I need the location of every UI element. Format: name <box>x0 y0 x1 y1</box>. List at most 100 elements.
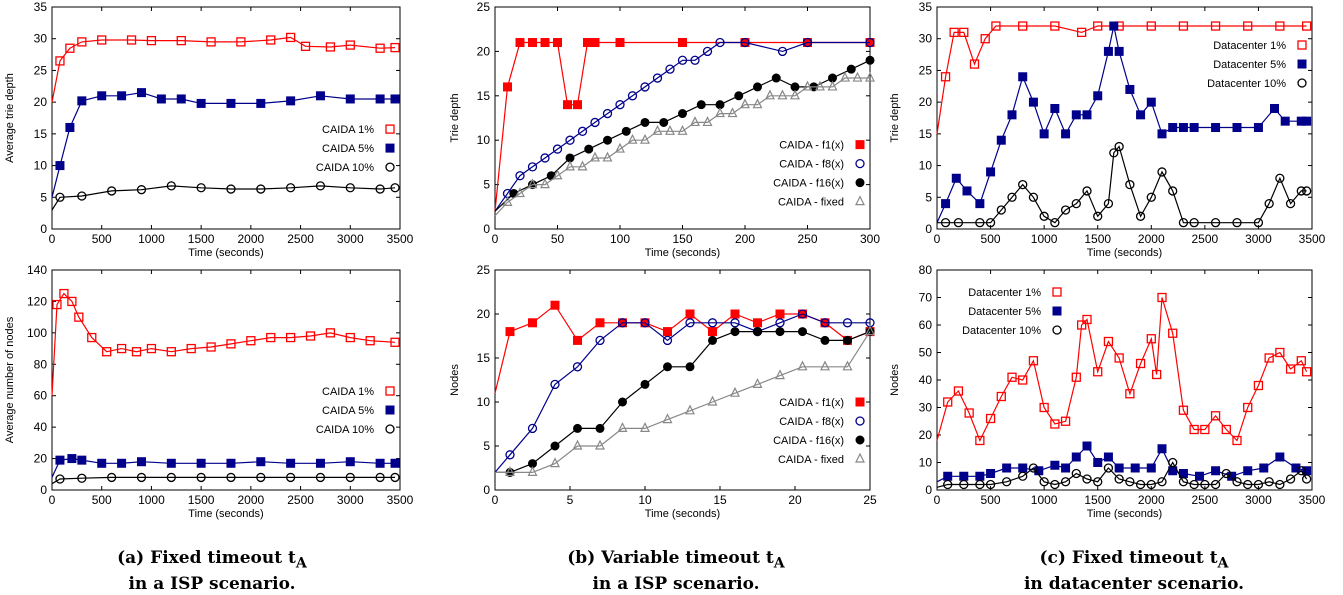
data-point <box>1178 405 1189 415</box>
x-tick-label: 3500 <box>1299 232 1326 246</box>
data-point <box>652 124 663 135</box>
data-point <box>677 124 688 135</box>
data-point <box>1114 141 1124 152</box>
data-point <box>980 34 990 44</box>
data-point <box>1275 452 1285 462</box>
data-point <box>565 160 575 171</box>
data-point <box>236 37 246 47</box>
data-point <box>1285 474 1296 484</box>
data-point <box>1146 192 1156 202</box>
data-point <box>820 360 830 371</box>
legend-label: CAIDA - f8(x) <box>779 416 844 428</box>
x-tick-label: 3500 <box>387 493 414 507</box>
legend-label: Datacenter 5% <box>968 306 1041 318</box>
data-point <box>840 71 850 82</box>
data-point <box>1125 389 1135 399</box>
y-tick-label: 100 <box>27 326 47 340</box>
data-point <box>590 38 600 48</box>
data-point <box>640 133 650 144</box>
data-point <box>166 472 176 483</box>
legend-marker <box>855 195 865 206</box>
data-point <box>552 169 563 180</box>
data-point <box>107 186 117 196</box>
data-point <box>959 471 969 481</box>
legend-label: CAIDA 5% <box>322 143 374 155</box>
data-point <box>1243 466 1253 476</box>
x-tick-label: 3000 <box>337 493 364 507</box>
data-point <box>1007 372 1017 382</box>
x-tick-label: 0 <box>934 493 941 507</box>
data-point <box>266 332 276 343</box>
caption-a-sub: A <box>295 555 307 572</box>
data-point <box>1189 479 1199 490</box>
y-axis-label: Average trie depth <box>4 73 16 163</box>
x-tick-label: 1000 <box>1031 493 1058 507</box>
data-point <box>1232 218 1242 228</box>
data-point <box>136 457 146 467</box>
chart-c-bot: 0 500 1000 1500 2000 2500 3000 3500 0 10 20 30 40 50 6… <box>889 263 1326 520</box>
series-2 <box>495 327 875 477</box>
data-point <box>690 55 700 65</box>
data-point <box>969 59 980 69</box>
data-point <box>305 331 316 341</box>
data-point <box>617 318 628 328</box>
data-point <box>797 309 808 319</box>
data-point <box>375 472 385 483</box>
series-2 <box>937 141 1312 228</box>
y-axis-label: Trie depth <box>449 93 461 142</box>
y-axis-label: Average number of nodes <box>4 316 16 443</box>
data-point <box>1103 463 1114 473</box>
data-point <box>1157 444 1167 454</box>
data-point <box>1243 402 1253 413</box>
x-axis-label: Time (seconds) <box>1087 508 1162 520</box>
data-point <box>775 327 785 337</box>
data-point <box>573 100 582 110</box>
data-point <box>627 91 638 101</box>
data-point <box>865 71 875 82</box>
data-point <box>595 439 605 450</box>
data-point <box>226 458 236 468</box>
data-point <box>685 318 695 328</box>
data-point <box>1210 21 1221 31</box>
data-point <box>107 472 117 483</box>
legend-marker <box>385 386 395 396</box>
legend-label: CAIDA - f1(x) <box>779 397 844 409</box>
data-point <box>1210 479 1221 490</box>
data-point <box>715 107 725 118</box>
x-tick-label: 50 <box>551 232 565 246</box>
data-point <box>1243 479 1253 490</box>
data-point <box>986 167 996 177</box>
data-point <box>652 73 663 83</box>
x-axis-label: Time (seconds) <box>188 508 263 520</box>
y-tick-label: 60 <box>919 318 933 332</box>
series-line <box>494 41 870 212</box>
data-point <box>345 40 355 50</box>
data-point <box>1275 173 1285 183</box>
data-point <box>949 27 959 38</box>
data-point <box>1146 21 1156 31</box>
legend-marker <box>855 178 865 188</box>
data-point <box>1114 474 1124 484</box>
data-point <box>943 397 953 407</box>
x-tick-label: 500 <box>981 493 1001 507</box>
x-tick-label: 2500 <box>287 232 314 246</box>
series-0 <box>494 300 875 394</box>
x-axis-label: Time (seconds) <box>1087 247 1162 259</box>
x-axis-label: Time (seconds) <box>645 247 720 259</box>
data-point <box>730 318 740 328</box>
data-point <box>1200 479 1210 490</box>
data-point <box>584 144 594 154</box>
data-point <box>1060 477 1071 487</box>
data-point <box>55 161 65 171</box>
data-point <box>1082 314 1092 325</box>
data-point <box>527 466 538 476</box>
data-point <box>663 327 672 337</box>
caption-a: (a) Fixed timeout tA in a ISP scenario. <box>62 548 362 595</box>
y-tick-label: 140 <box>27 263 47 277</box>
data-point <box>1039 211 1049 221</box>
data-point <box>256 457 266 467</box>
data-point <box>842 360 853 371</box>
legend-marker <box>1052 325 1062 335</box>
legend-label: Datacenter 1% <box>968 287 1041 299</box>
y-tick-label: 20 <box>477 44 491 58</box>
